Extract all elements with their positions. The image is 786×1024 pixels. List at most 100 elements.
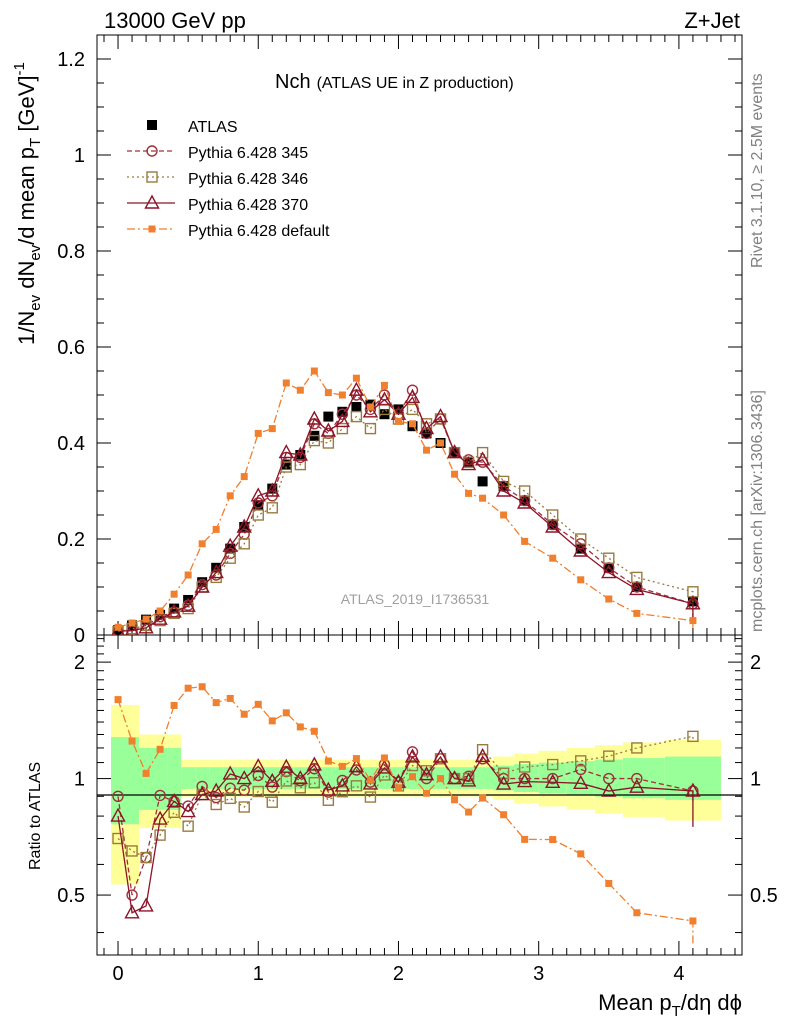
ratio-point-pythia-6-428-370	[446, 770, 463, 785]
data-point-pythia-6-428-370	[432, 408, 449, 423]
ratio-point-pythia-6-428-346	[631, 742, 643, 754]
ratio-point-pythia-6-428-346	[378, 769, 391, 781]
ratio-point-pythia-6-428-370	[180, 803, 196, 818]
data-point-pythia-6-428-346	[497, 475, 510, 488]
data-point-pythia-6-428-default	[142, 615, 150, 623]
legend: ATLAS Pythia 6.428 345 Pythia 6.428 346 Pyt…	[127, 119, 330, 240]
ratio-point-pythia-6-428-345	[154, 789, 166, 802]
data-point-pythia-6-428-default	[380, 381, 388, 389]
ratio-line-pythia-6-428-default	[117, 686, 694, 944]
ratio-point-pythia-6-428-default	[633, 909, 641, 917]
data-point-pythia-6-428-default	[240, 473, 248, 481]
data-point-pythia-6-428-default	[254, 429, 262, 437]
ratio-point-pythia-6-428-345	[126, 889, 138, 901]
data-point-pythia-6-428-370	[418, 420, 435, 435]
ratio-point-pythia-6-428-370	[545, 773, 561, 788]
ratio-point-pythia-6-428-370	[208, 782, 224, 797]
legend-label-pythia-6-428-346: Pythia 6.428 346	[188, 171, 308, 188]
ratio-point-pythia-6-428-370	[334, 777, 351, 792]
ratio-tick-label: 0.5	[57, 885, 85, 907]
stat-uncertainty-band	[566, 761, 595, 796]
ratio-point-pythia-6-428-346	[336, 786, 349, 798]
ratio-point-pythia-6-428-default	[240, 710, 248, 718]
data-point-pythia-6-428-default	[296, 386, 304, 394]
data-point-pythia-6-428-346	[252, 509, 264, 521]
ratio-point-pythia-6-428-346	[238, 801, 250, 813]
x-tick-label: 3	[533, 963, 544, 985]
ratio-point-pythia-6-428-345	[252, 769, 264, 782]
data-point-pythia-6-428-370	[166, 603, 182, 618]
ratio-point-pythia-6-428-370	[124, 904, 140, 919]
ratio-point-pythia-6-428-370	[110, 807, 126, 822]
data-point-pythia-6-428-370	[545, 518, 561, 533]
ratio-point-pythia-6-428-370	[278, 758, 294, 773]
x-axis-label: Mean pT/dη dϕ	[598, 990, 742, 1020]
series-line-pythia-6-428-default	[117, 369, 694, 628]
data-point-pythia-6-428-370	[208, 564, 224, 579]
data-point-pythia-6-428-default	[479, 494, 487, 502]
data-point-pythia-6-428-370	[601, 564, 617, 579]
ratio-point-pythia-6-428-default	[394, 784, 402, 792]
ratio-point-pythia-6-428-default	[605, 879, 613, 887]
data-point-atlas	[477, 476, 488, 487]
legend-marker-atlas	[147, 120, 157, 130]
stat-uncertainty-band	[181, 767, 196, 789]
ratio-point-pythia-6-428-default	[254, 700, 262, 708]
ratio-point-pythia-6-428-370	[292, 770, 308, 785]
ratio-point-pythia-6-428-370	[685, 782, 701, 797]
data-point-pythia-6-428-default	[268, 425, 276, 433]
ratio-point-pythia-6-428-default	[338, 762, 346, 770]
stat-uncertainty-band	[209, 767, 224, 789]
ratio-point-pythia-6-428-default	[352, 755, 360, 763]
data-point-pythia-6-428-default	[451, 470, 459, 478]
data-point-pythia-6-428-370	[250, 487, 266, 502]
legend-marker-pythia-6-428-default	[148, 225, 156, 233]
ratio-point-pythia-6-428-346	[266, 796, 278, 808]
ratio-point-pythia-6-428-346	[168, 806, 180, 819]
data-point-pythia-6-428-default	[423, 446, 431, 454]
data-point-atlas	[267, 483, 278, 494]
data-point-pythia-6-428-default	[198, 540, 206, 548]
data-point-pythia-6-428-370	[222, 537, 238, 552]
stat-uncertainty-band	[321, 767, 336, 789]
ratio-point-pythia-6-428-default	[184, 684, 192, 692]
ratio-point-pythia-6-428-346	[476, 744, 489, 756]
ratio-point-pythia-6-428-default	[128, 737, 136, 745]
data-point-pythia-6-428-default	[521, 537, 529, 545]
ratio-tick-label-right: 0.5	[750, 885, 778, 907]
ratio-point-pythia-6-428-346	[224, 792, 236, 805]
header-right: Z+Jet	[684, 8, 740, 33]
ratio-point-pythia-6-428-370	[474, 748, 491, 763]
ratio-tick-label: 2	[74, 652, 85, 674]
ratio-point-pythia-6-428-default	[226, 694, 234, 702]
x-tick-label: 0	[112, 963, 123, 985]
data-point-pythia-6-428-370	[573, 542, 589, 557]
ratio-point-pythia-6-428-346	[294, 782, 307, 794]
ratio-point-pythia-6-428-default	[170, 701, 178, 709]
data-point-pythia-6-428-370	[516, 494, 533, 509]
ratio-point-pythia-6-428-default	[689, 917, 697, 925]
ratio-point-pythia-6-428-370	[348, 758, 365, 773]
ratio-point-pythia-6-428-370	[376, 759, 393, 774]
data-point-pythia-6-428-default	[212, 525, 220, 533]
ratio-point-pythia-6-428-370	[194, 786, 210, 801]
data-point-pythia-6-428-default	[408, 420, 416, 428]
data-point-pythia-6-428-default	[170, 590, 178, 598]
ratio-point-pythia-6-428-370	[250, 758, 266, 773]
data-point-pythia-6-428-346	[266, 502, 278, 514]
ratio-point-pythia-6-428-346	[575, 755, 587, 767]
legend-label-pythia-6-428-345: Pythia 6.428 345	[188, 145, 308, 162]
ratio-point-pythia-6-428-default	[451, 796, 459, 804]
data-point-pythia-6-428-346	[350, 410, 363, 423]
ratio-series	[110, 683, 701, 944]
y-tick-label: 0	[74, 625, 85, 647]
ratio-point-pythia-6-428-default	[479, 794, 487, 802]
ratio-point-pythia-6-428-346	[547, 758, 559, 771]
stat-uncertainty-band	[475, 767, 494, 789]
legend-label-pythia-6-428-370: Pythia 6.428 370	[188, 197, 308, 214]
y-tick-label: 1	[74, 145, 85, 167]
data-point-pythia-6-428-346	[336, 422, 349, 435]
chart-title-main: Nch	[275, 71, 311, 93]
ratio-point-pythia-6-428-370	[404, 748, 421, 763]
